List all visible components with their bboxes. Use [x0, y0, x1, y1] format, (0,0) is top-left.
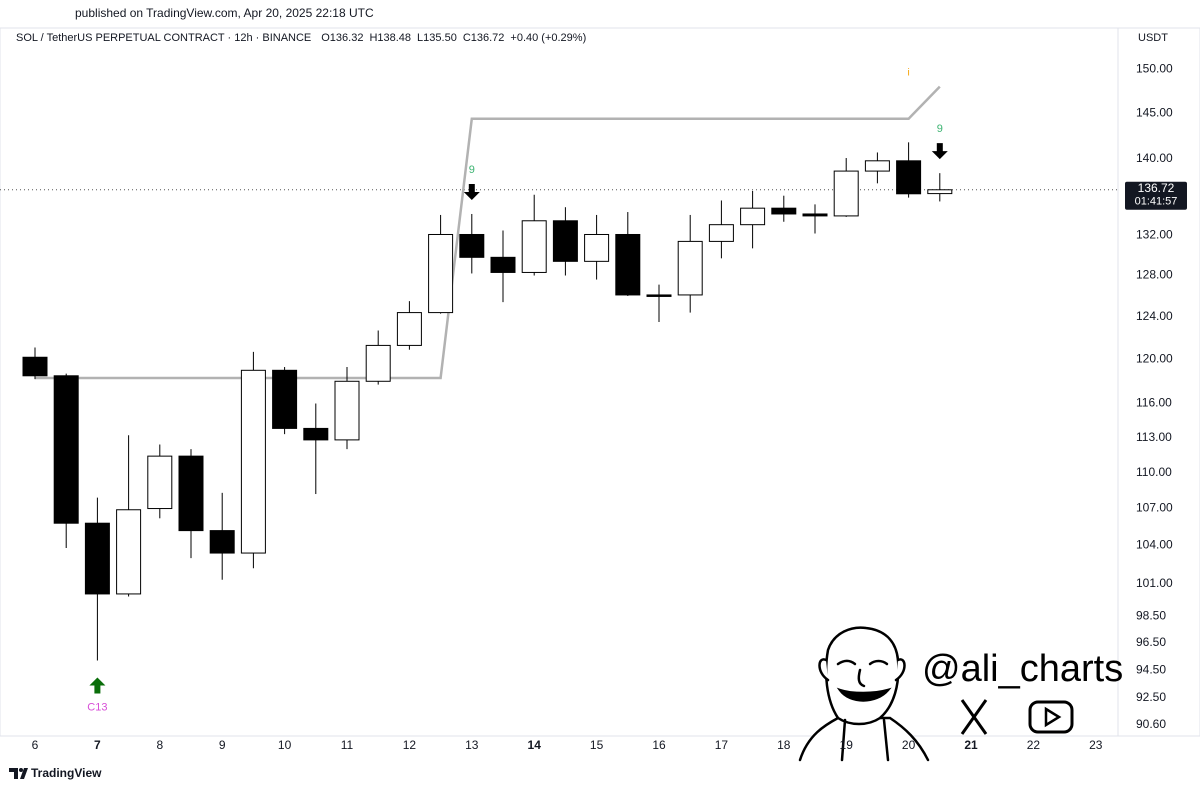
- quote-value: O136.32: [321, 32, 363, 44]
- y-tick-label: 98.50: [1136, 608, 1166, 622]
- y-tick-label: 145.00: [1136, 105, 1173, 119]
- candle-body: [740, 207, 766, 226]
- y-tick-label: 150.00: [1136, 61, 1173, 75]
- y-tick-label: 124.00: [1136, 309, 1173, 323]
- candle-body: [428, 233, 454, 314]
- y-tick-label: 92.50: [1136, 690, 1166, 704]
- candle-body: [708, 224, 734, 242]
- candle-body: [178, 455, 204, 532]
- published-note: published on TradingView.com, Apr 20, 20…: [75, 6, 374, 20]
- last-price-label: 136.72: [1138, 181, 1175, 195]
- y-tick-label: 107.00: [1136, 501, 1173, 515]
- candle-body: [677, 240, 703, 296]
- y-tick-label: 113.00: [1136, 430, 1172, 444]
- brand: TradingView: [31, 766, 102, 780]
- candle-body: [927, 189, 953, 195]
- signal-arrow: [463, 183, 480, 200]
- currency: USDT: [1138, 32, 1168, 44]
- candle-body: [552, 220, 578, 262]
- candle-body: [802, 213, 828, 217]
- x-tick-label: 20: [902, 738, 916, 752]
- brand-logo: [9, 768, 28, 779]
- x-tick-label: 7: [94, 738, 101, 752]
- td-line: [35, 85, 941, 380]
- chart-title: SOL / TetherUS PERPETUAL CONTRACT · 12h …: [16, 32, 311, 44]
- x-logo: [960, 699, 988, 735]
- x-tick-label: 14: [528, 738, 542, 752]
- watermark: @ali_charts: [922, 648, 1123, 690]
- y-tick-label: 90.60: [1136, 717, 1166, 731]
- candle-body: [646, 294, 672, 297]
- y-tick-label: 104.00: [1136, 538, 1173, 552]
- candle-body: [833, 170, 859, 217]
- candle-body: [240, 369, 266, 554]
- x-tick-label: 9: [219, 738, 226, 752]
- y-tick-label: 94.50: [1136, 662, 1166, 676]
- candle-body: [864, 160, 890, 172]
- candle-body: [272, 369, 298, 429]
- candle-body: [147, 455, 173, 510]
- youtube-logo: [1028, 700, 1074, 734]
- y-tick-label: 120.00: [1136, 352, 1173, 366]
- x-tick-label: 12: [403, 738, 417, 752]
- x-tick-label: 8: [156, 738, 163, 752]
- signal-label: C13: [87, 701, 107, 713]
- candle-body: [490, 256, 516, 273]
- candle-body: [209, 530, 235, 554]
- candle-body: [22, 356, 48, 377]
- y-tick-label: 110.00: [1136, 465, 1172, 479]
- candle-body: [584, 233, 610, 262]
- quote-value: L135.50: [417, 32, 457, 44]
- countdown: 01:41:57: [1135, 196, 1178, 208]
- y-tick-label: 116.00: [1136, 396, 1172, 410]
- x-tick-label: 19: [840, 738, 854, 752]
- watermark-face: [798, 626, 930, 762]
- candle-body: [116, 509, 142, 595]
- candle-body: [53, 375, 79, 524]
- candle-body: [896, 160, 922, 195]
- quote-value: H138.48: [369, 32, 411, 44]
- x-tick-label: 22: [1027, 738, 1041, 752]
- x-tick-label: 15: [590, 738, 604, 752]
- x-tick-label: 21: [964, 738, 978, 752]
- y-tick-label: 128.00: [1136, 268, 1173, 282]
- x-tick-label: 13: [465, 738, 479, 752]
- x-tick-label: 11: [341, 738, 354, 752]
- candle-body: [303, 427, 329, 441]
- last-price-box: [1125, 181, 1187, 210]
- x-tick-label: 18: [777, 738, 791, 752]
- signal-arrow: [89, 677, 106, 694]
- candle-body: [84, 522, 110, 595]
- y-tick-label: 96.50: [1136, 635, 1166, 649]
- signal-label: 9: [937, 123, 943, 135]
- x-tick-label: 16: [652, 738, 666, 752]
- y-tick-label: 132.00: [1136, 228, 1173, 242]
- candle-body: [396, 312, 422, 346]
- candle-body: [771, 207, 797, 215]
- y-tick-label: 101.00: [1136, 576, 1173, 590]
- candle-body: [615, 233, 641, 296]
- candle-body: [521, 220, 547, 273]
- signal-label: 9: [469, 164, 475, 176]
- info-flag: i: [907, 68, 909, 79]
- candle-body: [334, 380, 360, 441]
- y-tick-label: 140.00: [1136, 151, 1173, 165]
- x-tick-label: 10: [278, 738, 292, 752]
- signal-arrow: [931, 143, 948, 160]
- quote-value: +0.40 (+0.29%): [510, 32, 586, 44]
- quote-value: C136.72: [463, 32, 505, 44]
- x-tick-label: 23: [1089, 738, 1103, 752]
- x-tick-label: 6: [32, 738, 39, 752]
- candle-body: [459, 233, 485, 258]
- candle-body: [365, 344, 391, 382]
- x-tick-label: 17: [715, 738, 729, 752]
